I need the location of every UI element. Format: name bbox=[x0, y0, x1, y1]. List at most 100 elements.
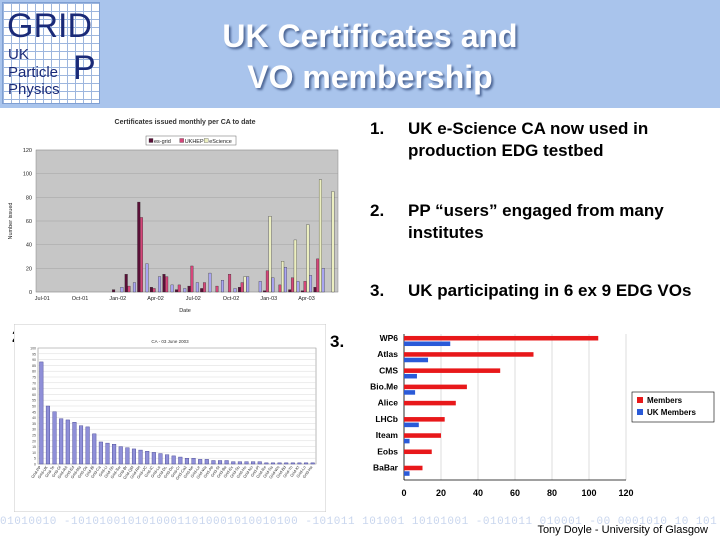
chart2-y-tick-label: 10 bbox=[32, 451, 36, 455]
chart1-bar bbox=[228, 274, 232, 293]
chart1-bar bbox=[321, 268, 325, 293]
chart2-bar bbox=[178, 456, 183, 465]
chart1-bar bbox=[112, 289, 116, 293]
chart1-bar bbox=[300, 290, 304, 293]
chart1-bar bbox=[162, 274, 166, 293]
chart3-legend-label: Members bbox=[647, 396, 683, 405]
chart2-y-tick-label: 70 bbox=[32, 381, 36, 385]
chart2-bar bbox=[145, 451, 150, 465]
chart1-legend-swatch bbox=[148, 138, 154, 143]
chart1-bar bbox=[243, 276, 247, 293]
chart2-bar bbox=[39, 361, 44, 465]
chart1-y-axis-label: Number issued bbox=[8, 203, 14, 240]
chart1-bar bbox=[208, 272, 212, 293]
chart2-y-tick-label: 35 bbox=[32, 422, 36, 426]
chart2-bar bbox=[198, 459, 203, 465]
chart1-bar bbox=[316, 258, 320, 293]
chart3-bar bbox=[404, 335, 599, 341]
chart3-category-label: BaBar bbox=[373, 463, 399, 473]
chart1-x-tick-label: Apr-02 bbox=[147, 296, 164, 302]
chart2-y-tick-label: 55 bbox=[32, 399, 36, 403]
chart2-x-tick-label: Grid-Cr bbox=[170, 464, 182, 478]
chart2-bar bbox=[264, 462, 269, 465]
chart1-bar bbox=[200, 288, 204, 293]
chart1-x-tick-label: Jan-02 bbox=[109, 296, 126, 302]
chart3-bar bbox=[404, 433, 441, 438]
chart2-bar bbox=[237, 461, 242, 465]
chart2-bar bbox=[92, 433, 97, 465]
chart2-y-tick-label: 30 bbox=[32, 428, 36, 432]
chart1-bar bbox=[283, 266, 287, 293]
chart1-bar bbox=[271, 277, 275, 293]
chart2-y-tick-label: 45 bbox=[32, 410, 36, 414]
chart1-bar bbox=[158, 276, 162, 293]
chart1-bar bbox=[202, 282, 206, 293]
chart1-bar bbox=[281, 261, 285, 293]
chart3-legend-swatch bbox=[637, 409, 643, 415]
binary-pattern: 01010010 -101010010101000110100010100101… bbox=[0, 516, 720, 528]
chart2-y-tick-label: 85 bbox=[32, 364, 36, 368]
chart1-legend-label: es-grid bbox=[154, 139, 171, 145]
chart1-bar bbox=[268, 216, 272, 293]
chart2-bar bbox=[72, 422, 77, 465]
chart2-title: CA - 03 June 2003 bbox=[151, 339, 189, 344]
chart1-bar bbox=[190, 265, 194, 293]
chart2-y-tick-label: 100 bbox=[30, 347, 36, 351]
gridpp-logo: GRID P UK Particle Physics bbox=[2, 2, 100, 104]
chart2-bar bbox=[204, 459, 209, 465]
chart2-bar bbox=[98, 441, 103, 465]
chart1-bar bbox=[238, 287, 241, 293]
bullet-3-number: 3. bbox=[370, 281, 385, 300]
chart2-bar bbox=[105, 442, 110, 465]
bullet-1-number: 1. bbox=[370, 119, 385, 138]
chart2-bar bbox=[244, 461, 249, 465]
chart1-bar bbox=[288, 289, 292, 293]
chart1-y-tick-label: 80 bbox=[26, 195, 32, 201]
chart1-bar bbox=[233, 288, 237, 293]
chart3-bar bbox=[404, 400, 456, 406]
chart2-y-tick-label: 5 bbox=[34, 457, 36, 461]
chart2-bar bbox=[52, 411, 57, 465]
chart3-category-label: Atlas bbox=[377, 349, 398, 359]
logo-grid-text: GRID bbox=[7, 7, 92, 45]
chart1-x-tick-label: Jul-01 bbox=[35, 296, 50, 302]
chart1-bar bbox=[183, 288, 187, 293]
chart2-y-tick-label: 0 bbox=[34, 463, 36, 467]
chart2-y-tick-label: 95 bbox=[32, 352, 36, 356]
chart3-category-label: Alice bbox=[378, 398, 399, 408]
chart2-bar bbox=[131, 448, 136, 465]
chart3-bar bbox=[404, 471, 410, 476]
chart1-bar bbox=[309, 275, 313, 293]
bullet-3-text: UK participating in 6 ex 9 EDG VOs bbox=[408, 281, 692, 300]
chart2-bar bbox=[125, 447, 130, 465]
chart2-y-tick-label: 60 bbox=[32, 393, 36, 397]
chart3-legend-swatch bbox=[637, 397, 643, 403]
chart2-y-tick-label: 65 bbox=[32, 387, 36, 391]
chart2-bar bbox=[184, 457, 189, 465]
chart1-bar bbox=[195, 282, 199, 293]
chart1-bar bbox=[263, 290, 267, 293]
slide-title-line1: UK Certificates and bbox=[222, 18, 518, 54]
logo-line1: UK bbox=[8, 46, 29, 63]
chart1-legend-label: UKHEP bbox=[185, 139, 204, 145]
chart3-legend: Members UK Members bbox=[631, 391, 715, 423]
bullet-2-text: PP “users” engaged from many institutes bbox=[408, 201, 664, 242]
chart3-bar bbox=[404, 465, 423, 471]
chart2-bar bbox=[165, 454, 170, 465]
chart3-bar bbox=[404, 384, 467, 390]
chart3-x-tick-label: 40 bbox=[473, 488, 483, 498]
chart3-category-label: CMS bbox=[379, 365, 398, 375]
chart1-x-tick-label: Jan-03 bbox=[260, 296, 277, 302]
slide-title-line2: VO membership bbox=[247, 59, 493, 95]
chart1-bar bbox=[291, 277, 294, 293]
chart1-y-tick-label: 60 bbox=[26, 219, 32, 225]
chart2-bar bbox=[79, 425, 84, 465]
chart1-y-tick-label: 120 bbox=[23, 148, 32, 154]
logo-line3: Physics bbox=[8, 81, 60, 98]
chart3-x-tick-label: 20 bbox=[436, 488, 446, 498]
chart3-category-label: Bio.Me bbox=[370, 381, 398, 391]
chart1-bar bbox=[215, 285, 219, 293]
chart2-bar bbox=[191, 457, 196, 465]
chart2-x-tick-label: Grid-Br bbox=[117, 464, 129, 478]
chart2-bar bbox=[211, 460, 216, 465]
